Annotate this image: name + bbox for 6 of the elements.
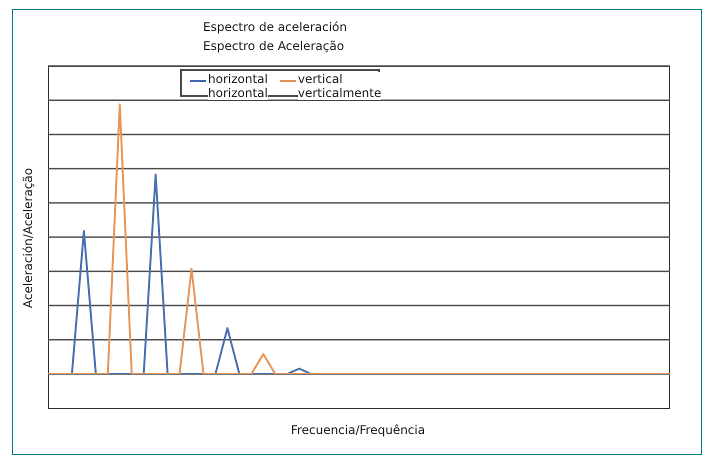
legend-label: vertical verticalmente	[298, 72, 382, 100]
chart-title: Espectro de aceleración	[203, 20, 347, 34]
x-axis-title: Frecuencia/Frequência	[290, 423, 426, 437]
legend-label: horizontal horizontal	[208, 72, 268, 100]
chart-subtitle: Espectro de Aceleração	[203, 39, 344, 53]
y-axis-title: Aceleración/Aceleração	[21, 167, 35, 308]
